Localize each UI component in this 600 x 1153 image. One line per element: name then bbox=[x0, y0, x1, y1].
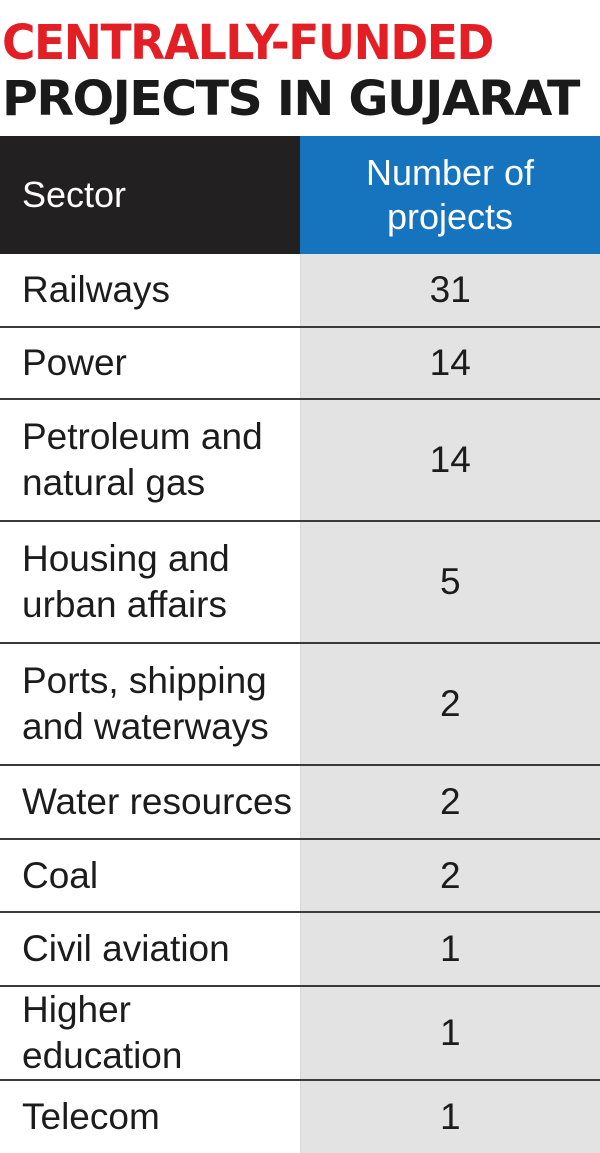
column-header-count: Number of projects bbox=[300, 136, 600, 254]
count-cell: 14 bbox=[300, 398, 600, 521]
count-cell: 1 bbox=[300, 1079, 600, 1153]
sector-label: Water resources bbox=[22, 781, 293, 822]
count-cell: 2 bbox=[300, 764, 600, 839]
sector-label: Telecom bbox=[22, 1096, 160, 1137]
header-row: Sector Number of projects bbox=[0, 136, 600, 254]
table-row: Petroleum and natural gas 14 bbox=[0, 398, 600, 521]
sector-cell: Power bbox=[0, 326, 301, 399]
table-row: Railways 31 bbox=[0, 254, 600, 327]
table-row: Civil aviation 1 bbox=[0, 911, 600, 986]
count-cell: 1 bbox=[300, 985, 600, 1080]
table-row: Housing and urban affairs 5 bbox=[0, 520, 600, 643]
sector-label: Civil aviation bbox=[22, 928, 230, 969]
count-cell: 31 bbox=[300, 254, 600, 327]
sector-label: Coal bbox=[22, 854, 99, 896]
column-header-sector: Sector bbox=[0, 136, 300, 254]
sector-cell: Housing and urban affairs bbox=[0, 520, 301, 643]
sector-label: Ports, shipping bbox=[22, 660, 267, 701]
column-header-count-line: Number of bbox=[365, 152, 535, 193]
sector-cell: Higher education bbox=[0, 985, 301, 1080]
count-cell: 2 bbox=[300, 838, 600, 912]
count-cell: 1 bbox=[300, 911, 600, 986]
sector-cell: Water resources bbox=[0, 764, 301, 839]
sector-label: urban affairs bbox=[22, 584, 227, 625]
graphic-header: CENTRALLY-FUNDED PROJECTS IN GUJARAT bbox=[0, 0, 600, 136]
column-header-count-line: projects bbox=[386, 196, 514, 237]
sector-cell: Telecom bbox=[0, 1079, 301, 1153]
table-row: Telecom 1 bbox=[0, 1079, 600, 1153]
title-line-2: PROJECTS IN GUJARAT bbox=[2, 71, 580, 127]
count-cell: 2 bbox=[300, 642, 600, 765]
table-row: Ports, shipping and waterways 2 bbox=[0, 642, 600, 765]
sector-label: Power bbox=[22, 342, 127, 383]
count-cell: 5 bbox=[300, 520, 600, 643]
title-line-1: CENTRALLY-FUNDED bbox=[2, 15, 494, 71]
sector-label: and waterways bbox=[22, 706, 269, 747]
sector-label: Petroleum and bbox=[22, 416, 263, 457]
column-header-sector-line: Sector bbox=[22, 174, 127, 215]
count-cell: 14 bbox=[300, 326, 600, 399]
table-row: Power 14 bbox=[0, 326, 600, 399]
table-row: Water resources 2 bbox=[0, 764, 600, 839]
table-row: Higher education 1 bbox=[0, 985, 600, 1080]
table-row: Coal 2 bbox=[0, 838, 600, 912]
table-header: Sector Number of projects bbox=[0, 136, 600, 254]
projects-table: Sector Number of projects Railways 31 Po… bbox=[0, 136, 600, 1153]
sector-cell: Coal bbox=[0, 838, 301, 912]
sector-cell: Civil aviation bbox=[0, 911, 301, 986]
sector-label: Housing and bbox=[22, 538, 230, 579]
sector-cell: Ports, shipping and waterways bbox=[0, 642, 301, 765]
sector-label: natural gas bbox=[22, 462, 206, 503]
sector-cell: Railways bbox=[0, 254, 301, 327]
sector-label: Railways bbox=[22, 269, 171, 310]
sector-cell: Petroleum and natural gas bbox=[0, 398, 301, 521]
table-body: Railways 31 Power 14 Petroleum and natur… bbox=[0, 254, 600, 1153]
sector-label: Higher education bbox=[22, 989, 183, 1076]
